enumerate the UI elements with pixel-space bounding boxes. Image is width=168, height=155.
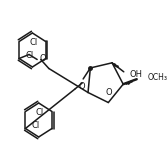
Text: O: O <box>40 54 47 63</box>
Text: O: O <box>106 88 113 97</box>
Text: OCH₃: OCH₃ <box>148 73 167 82</box>
Text: Cl: Cl <box>29 38 37 47</box>
Text: Cl: Cl <box>36 108 44 117</box>
Text: O: O <box>78 82 85 91</box>
Text: Cl: Cl <box>32 121 40 130</box>
Text: Cl: Cl <box>26 51 34 60</box>
Text: OH: OH <box>129 70 142 79</box>
